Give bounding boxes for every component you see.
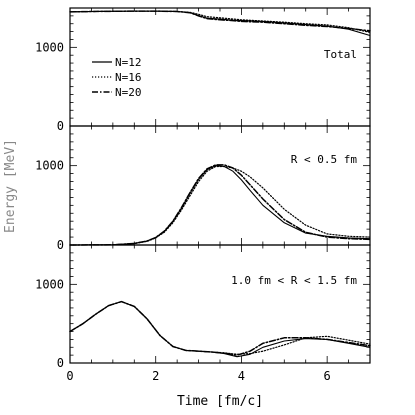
panel-shell-label: 1.0 fm < R < 1.5 fm bbox=[231, 274, 357, 287]
ticks-layer: 0 1000 0 1000 0 1000 0 2 4 6 bbox=[35, 7, 371, 383]
series-line-total-n16 bbox=[69, 10, 371, 34]
series-line-core-n16 bbox=[69, 165, 371, 246]
y-tick-label-total: 0 bbox=[57, 119, 64, 133]
panel-core-label: R < 0.5 fm bbox=[291, 153, 358, 166]
series-line-shell-n20 bbox=[69, 300, 371, 356]
y-axis-title: Energy [MeV] bbox=[3, 139, 18, 233]
y-tick-label-shell: 1000 bbox=[35, 277, 64, 291]
y-tick-label-core: 1000 bbox=[35, 159, 64, 173]
x-tick-label: 0 bbox=[66, 369, 73, 383]
panel-core: R < 0.5 fm bbox=[69, 125, 371, 246]
x-tick-label: 2 bbox=[152, 369, 159, 383]
x-axis-title: Time [fm/c] bbox=[177, 394, 263, 409]
series-line-total-n12 bbox=[69, 10, 371, 37]
panel-core-frame bbox=[69, 125, 371, 246]
y-tick-label-total: 1000 bbox=[35, 40, 64, 54]
legend-label-n20: N=20 bbox=[115, 86, 142, 99]
x-tick-label: 6 bbox=[324, 369, 331, 383]
legend-label-n12: N=12 bbox=[115, 56, 142, 69]
series-line-core-n20 bbox=[69, 164, 371, 246]
legend-label-n16: N=16 bbox=[115, 71, 142, 84]
series-line-shell-n12 bbox=[69, 301, 371, 358]
y-tick-label-core: 0 bbox=[57, 238, 64, 252]
series-line-total-n20 bbox=[69, 10, 371, 32]
series-layer bbox=[69, 10, 371, 358]
panel-total-label: Total bbox=[324, 48, 357, 61]
series-line-shell-n16 bbox=[69, 301, 371, 355]
x-tick-label: 4 bbox=[238, 369, 245, 383]
legend: N=12 N=16 N=20 bbox=[92, 56, 142, 99]
y-tick-label-shell: 0 bbox=[57, 356, 64, 370]
